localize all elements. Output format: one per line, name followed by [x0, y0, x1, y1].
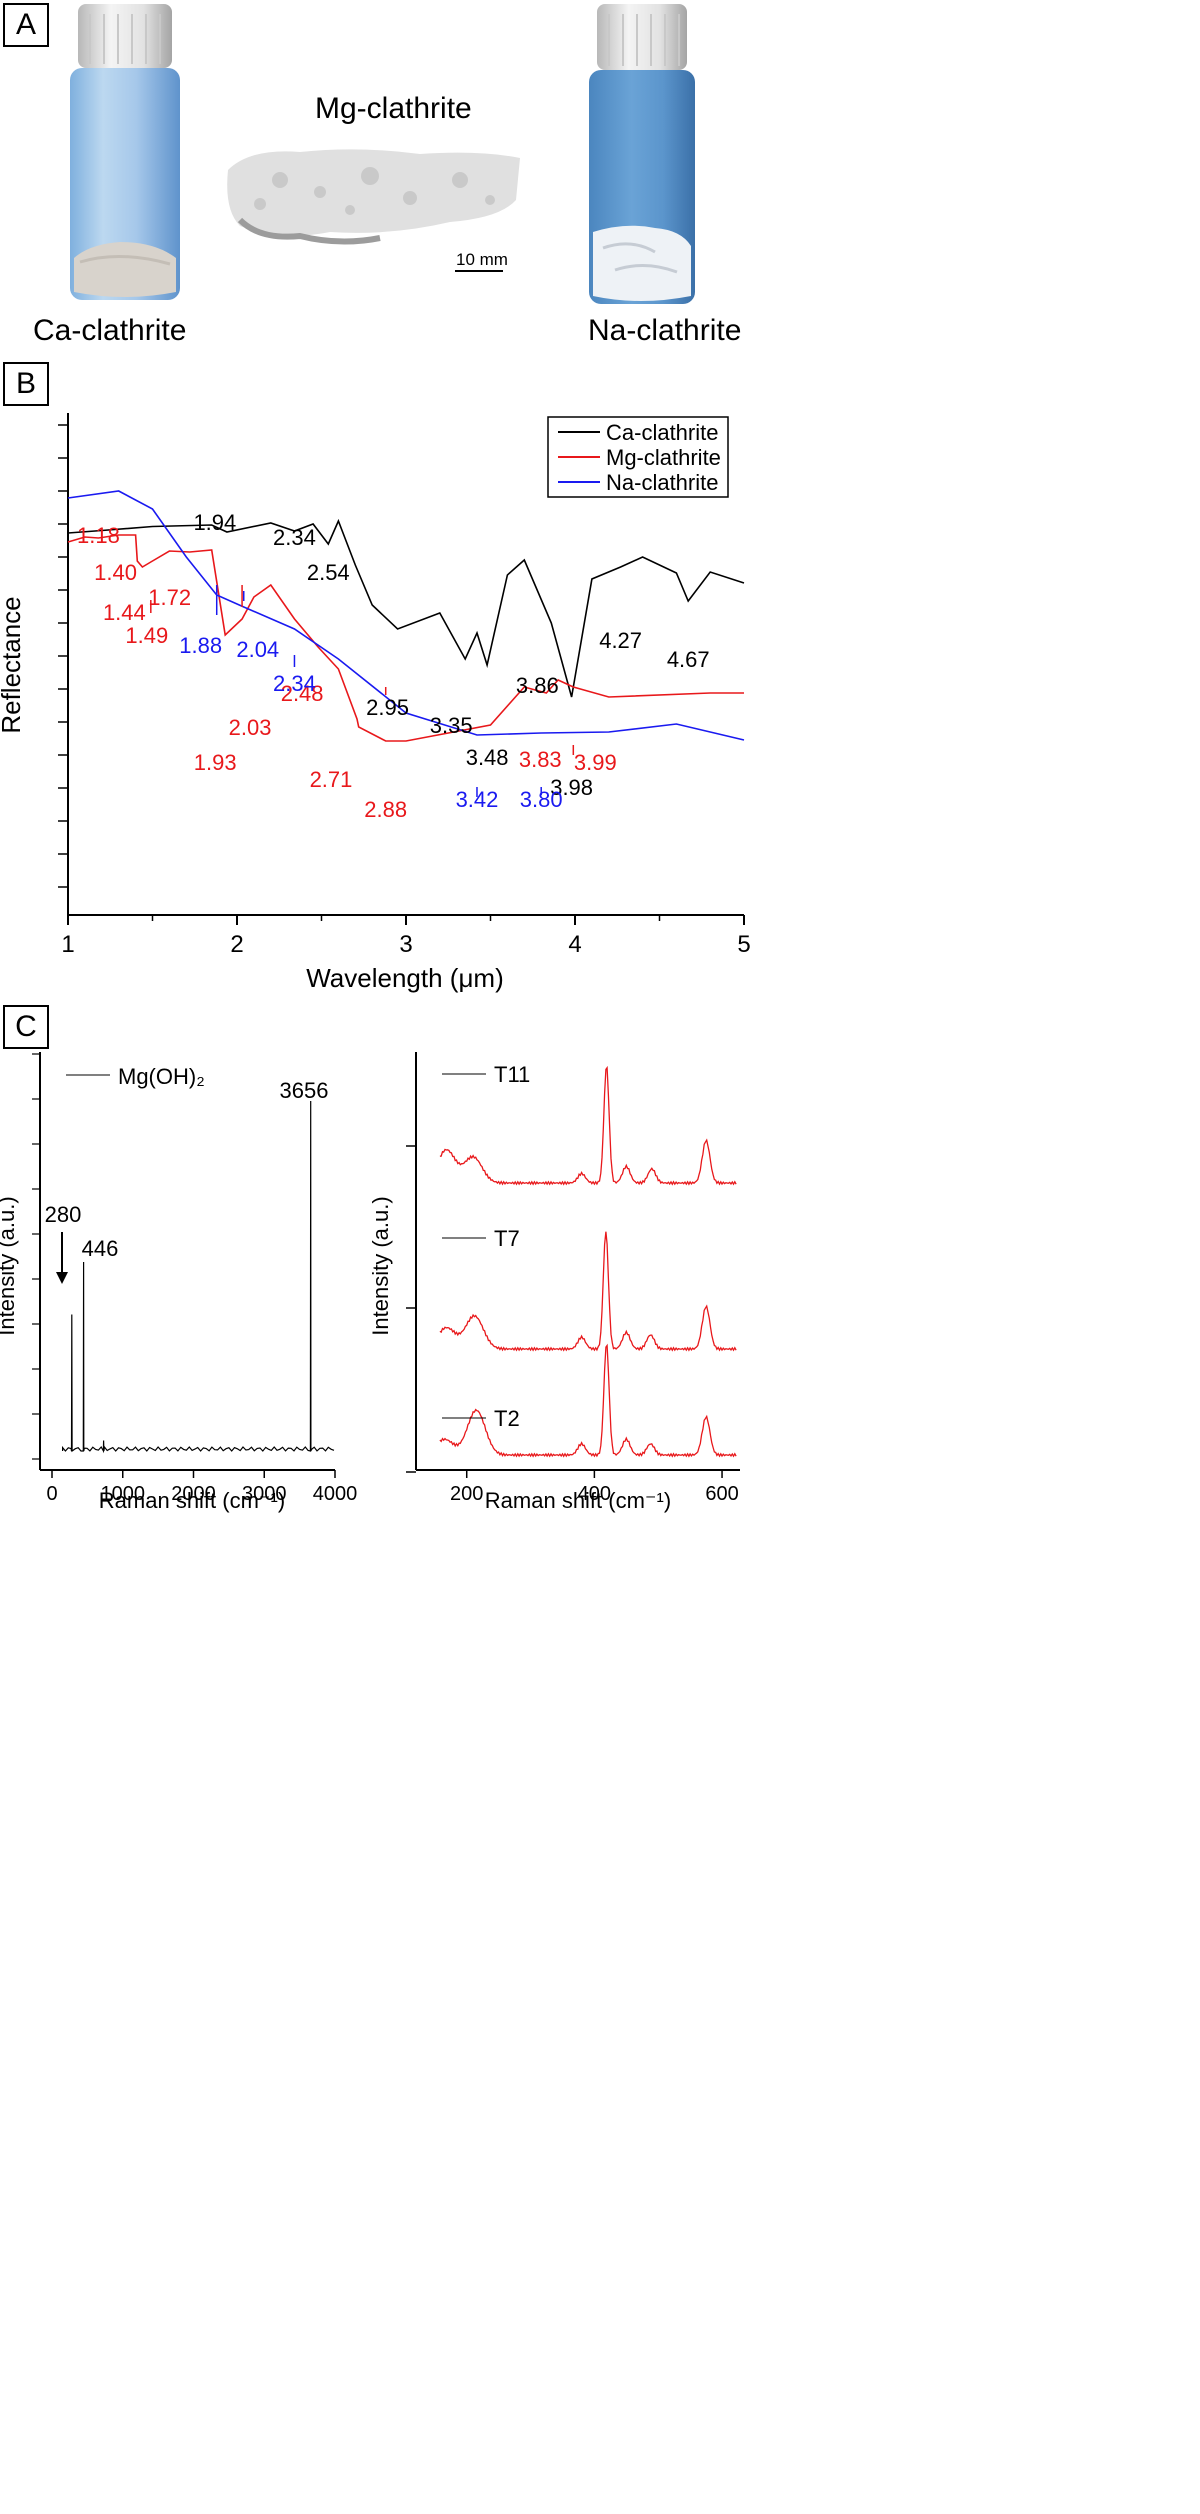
raman-left-x-tick-label: 1000 — [101, 1483, 146, 1505]
raman-left-x-tick-label: 4000 — [313, 1483, 358, 1505]
raman-series-t7 — [439, 1231, 737, 1352]
reflectance-x-tick-label: 3 — [399, 931, 412, 958]
raman-series-t2 — [439, 1343, 737, 1458]
band-label-mg-3.83: 3.83 — [519, 747, 562, 772]
reflectance-x-tick-label: 5 — [737, 931, 750, 958]
na-clathrite-caption: Na-clathrite — [588, 314, 742, 347]
band-label-na-1.88: 1.88 — [179, 633, 222, 658]
raman-samples-chart: 200 400 600 T11 T7 T2 Raman shift (cm⁻¹) Int… — [368, 1052, 740, 1513]
mg-clathrite-caption: Mg-clathrite — [315, 92, 472, 125]
peak-arrow-280 — [56, 1232, 68, 1284]
band-label-mg-2.48: 2.48 — [281, 681, 324, 706]
scale-bar — [455, 270, 503, 272]
band-label-ca-4.67: 4.67 — [667, 647, 710, 672]
band-label-mg-1.93: 1.93 — [194, 750, 237, 775]
raman-left-x-tick-label: 0 — [46, 1483, 57, 1505]
band-label-ca-2.34: 2.34 — [273, 525, 316, 550]
band-label-mg-2.03: 2.03 — [229, 715, 272, 740]
band-label-mg-1.72: 1.72 — [148, 585, 191, 610]
band-label-ca-3.48: 3.48 — [466, 745, 509, 770]
band-label-mg-2.71: 2.71 — [310, 767, 353, 792]
raman-left-x-tick-label: 2000 — [171, 1483, 216, 1505]
band-label-mg-1.49: 1.49 — [125, 623, 168, 648]
peak-label-3656: 3656 — [280, 1078, 329, 1103]
band-label-na-2.34: 2.34 — [273, 671, 316, 696]
na-clathrite-vial-photo — [589, 4, 695, 304]
panel-label-b: B — [3, 362, 49, 406]
band-label-mg-3.99: 3.99 — [574, 750, 617, 775]
raman-left-x-tick-label: 3000 — [242, 1483, 287, 1505]
reflectance-x-tick-label: 4 — [568, 931, 581, 958]
band-label-ca-2.95: 2.95 — [366, 695, 409, 720]
ca-clathrite-caption: Ca-clathrite — [33, 314, 187, 347]
reflectance-chart: 1 2 3 4 5 1.94 2.34 2.54 2.95 3.35 3.48 3.86 3.98 4.… — [0, 413, 751, 993]
series-line-mg-clathrite — [67, 534, 744, 742]
mgoh2-legend-label: Mg(OH)₂ — [118, 1064, 205, 1089]
panel-label-a: A — [3, 3, 49, 47]
legend-label-t2: T2 — [494, 1406, 520, 1431]
band-label-mg-1.40: 1.40 — [94, 560, 137, 585]
ca-clathrite-vial-photo — [70, 4, 180, 300]
panel-label-c: C — [3, 1005, 49, 1049]
legend-label-t11: T11 — [494, 1062, 530, 1087]
raman-mgoh2-legend: Mg(OH)₂ — [66, 1064, 205, 1089]
legend-label-ca-clathrite: Ca-clathrite — [606, 420, 718, 445]
reflectance-y-axis-label: Reflectance — [0, 596, 26, 733]
band-label-ca-3.98: 3.98 — [550, 775, 593, 800]
raman-left-x-axis-label: Raman shift (cm⁻¹) — [99, 1488, 285, 1513]
raman-mgoh2-chart: 0 1000 2000 3000 4000 Mg(OH)₂ 3656 280 446 R… — [0, 1052, 358, 1513]
band-label-ca-3.86: 3.86 — [516, 673, 559, 698]
legend-label-na-clathrite: Na-clathrite — [606, 470, 718, 495]
mg-clathrite-sample-photo — [227, 149, 520, 245]
raman-right-x-axis-label: Raman shift (cm⁻¹) — [485, 1488, 671, 1513]
legend-label-t7: T7 — [494, 1226, 520, 1251]
peak-label-446: 446 — [82, 1236, 119, 1261]
band-label-na-2.04: 2.04 — [236, 637, 279, 662]
band-label-ca-4.27: 4.27 — [599, 628, 642, 653]
band-label-mg-2.88: 2.88 — [364, 797, 407, 822]
raman-left-y-axis-label: Intensity (a.u.) — [0, 1196, 19, 1335]
raman-right-x-tick-label: 400 — [578, 1483, 611, 1505]
reflectance-x-axis-label: Wavelength (μm) — [306, 963, 504, 993]
raman-right-x-tick-label: 600 — [705, 1483, 738, 1505]
band-label-mg-1.18: 1.18 — [77, 523, 120, 548]
scale-bar-label: 10 mm — [456, 250, 508, 269]
band-label-ca-2.54: 2.54 — [307, 560, 350, 585]
peak-label-280: 280 — [45, 1202, 82, 1227]
reflectance-x-tick-label: 2 — [230, 931, 243, 958]
band-label-ca-1.94: 1.94 — [193, 510, 236, 535]
raman-series-t11 — [439, 1065, 737, 1186]
legend-label-mg-clathrite: Mg-clathrite — [606, 445, 721, 470]
band-label-mg-1.44: 1.44 — [103, 600, 146, 625]
band-label-ca-3.35: 3.35 — [430, 713, 473, 738]
series-line-na-clathrite — [67, 490, 745, 741]
series-line-ca-clathrite — [67, 518, 745, 698]
raman-right-x-tick-label: 200 — [450, 1483, 483, 1505]
raman-right-y-axis-label: Intensity (a.u.) — [368, 1196, 393, 1335]
reflectance-x-tick-label: 1 — [61, 931, 74, 958]
